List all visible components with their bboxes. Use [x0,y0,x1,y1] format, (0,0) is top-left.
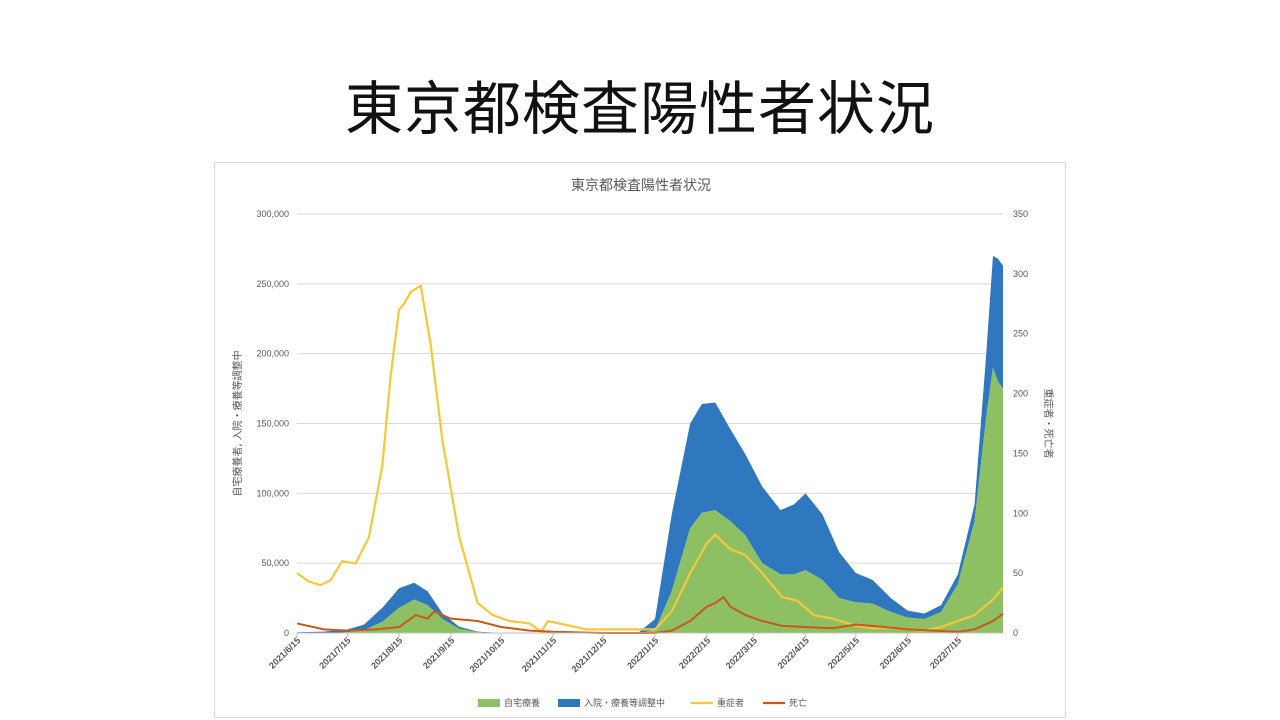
y-axis-title-right: 重症者・死亡者 [1042,389,1055,459]
y-tick-label-right: 150 [1013,448,1028,458]
chart-frame: 0 50,000 100,000 150,000 200,000 250,000 300,0… [214,162,1066,718]
y-tick-label-left: 0 [284,628,289,638]
y-tick-label-left: 50,000 [261,558,289,568]
x-tick-label: 2022/4/15 [776,635,811,670]
area-layer [297,255,1003,633]
x-tick-label: 2021/6/15 [267,635,302,670]
chart-title: 東京都検査陽性者状況 [571,178,711,194]
line-layer [296,284,1004,634]
y-tick-label-left: 300,000 [256,209,289,219]
legend-label: 重症者 [717,697,744,709]
axis-layer: 0 50,000 100,000 150,000 200,000 250,000 300,0… [256,209,1028,674]
x-tick-label: 2021/11/15 [520,635,559,674]
slide-title: 東京都検査陽性者状況 [344,75,935,143]
legend-label: 死亡 [789,697,807,709]
y-tick-label-left: 250,000 [256,279,289,289]
x-tick-label: 2021/7/15 [317,635,352,670]
y-tick-label-right: 300 [1013,269,1028,279]
legend-label: 自宅療養 [504,697,540,709]
legend-swatch [478,699,500,707]
x-tick-label: 2022/5/15 [826,635,861,670]
x-tick-label: 2022/2/15 [677,635,712,670]
x-tick-label: 2022/7/15 [928,635,963,670]
x-tick-label: 2021/8/15 [369,635,404,670]
legend-label: 入院・療養等調整中 [584,697,665,709]
y-axis-title-left: 自宅療養者, 入院・療養等調整中 [231,350,244,496]
x-tick-label: 2022/3/15 [724,635,759,670]
series-line-severe [296,284,1004,633]
x-tick-label: 2021/10/15 [468,635,507,674]
y-tick-label-left: 150,000 [256,419,289,429]
legend: 自宅療養 入院・療養等調整中 重症者 死亡 [478,697,807,709]
y-tick-label-right: 50 [1013,568,1023,578]
gridlines [297,213,1003,634]
x-tick-label: 2022/1/15 [625,635,660,670]
series-line-death [296,596,1004,634]
y-tick-label-left: 100,000 [256,488,289,498]
y-tick-label-right: 250 [1013,329,1028,339]
y-tick-label-left: 200,000 [256,349,289,359]
x-tick-label: 2021/12/15 [570,635,609,674]
y-tick-label-right: 350 [1013,209,1028,219]
chart-svg: 0 50,000 100,000 150,000 200,000 250,000 300,0… [231,178,1055,709]
y-tick-label-right: 200 [1013,389,1028,399]
series-area-hospital [297,255,1003,633]
y-tick-label-right: 100 [1013,508,1028,518]
y-tick-label-right: 0 [1013,628,1018,638]
legend-swatch [558,699,580,707]
x-tick-label: 2022/6/15 [878,635,913,670]
x-tick-label: 2021/9/15 [421,635,456,670]
